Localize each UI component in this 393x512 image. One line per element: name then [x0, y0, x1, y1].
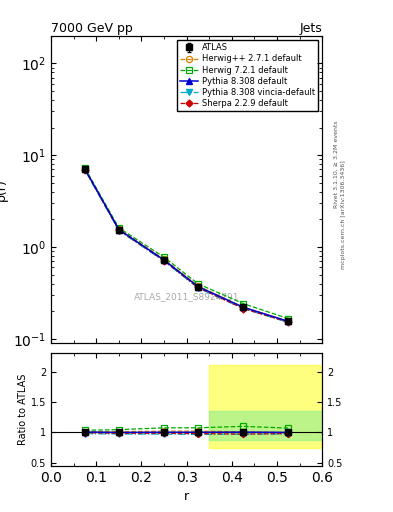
X-axis label: r: r [184, 490, 189, 503]
Text: ATLAS_2011_S8924791: ATLAS_2011_S8924791 [134, 292, 239, 302]
Text: 7000 GeV pp: 7000 GeV pp [51, 22, 133, 35]
Text: Jets: Jets [299, 22, 322, 35]
Y-axis label: Ratio to ATLAS: Ratio to ATLAS [18, 374, 28, 445]
Y-axis label: ρ(r): ρ(r) [0, 178, 7, 201]
Text: mcplots.cern.ch [arXiv:1306.3436]: mcplots.cern.ch [arXiv:1306.3436] [342, 161, 346, 269]
Legend: ATLAS, Herwig++ 2.7.1 default, Herwig 7.2.1 default, Pythia 8.308 default, Pythi: ATLAS, Herwig++ 2.7.1 default, Herwig 7.… [176, 40, 318, 111]
Text: Rivet 3.1.10, ≥ 3.2M events: Rivet 3.1.10, ≥ 3.2M events [334, 120, 338, 208]
